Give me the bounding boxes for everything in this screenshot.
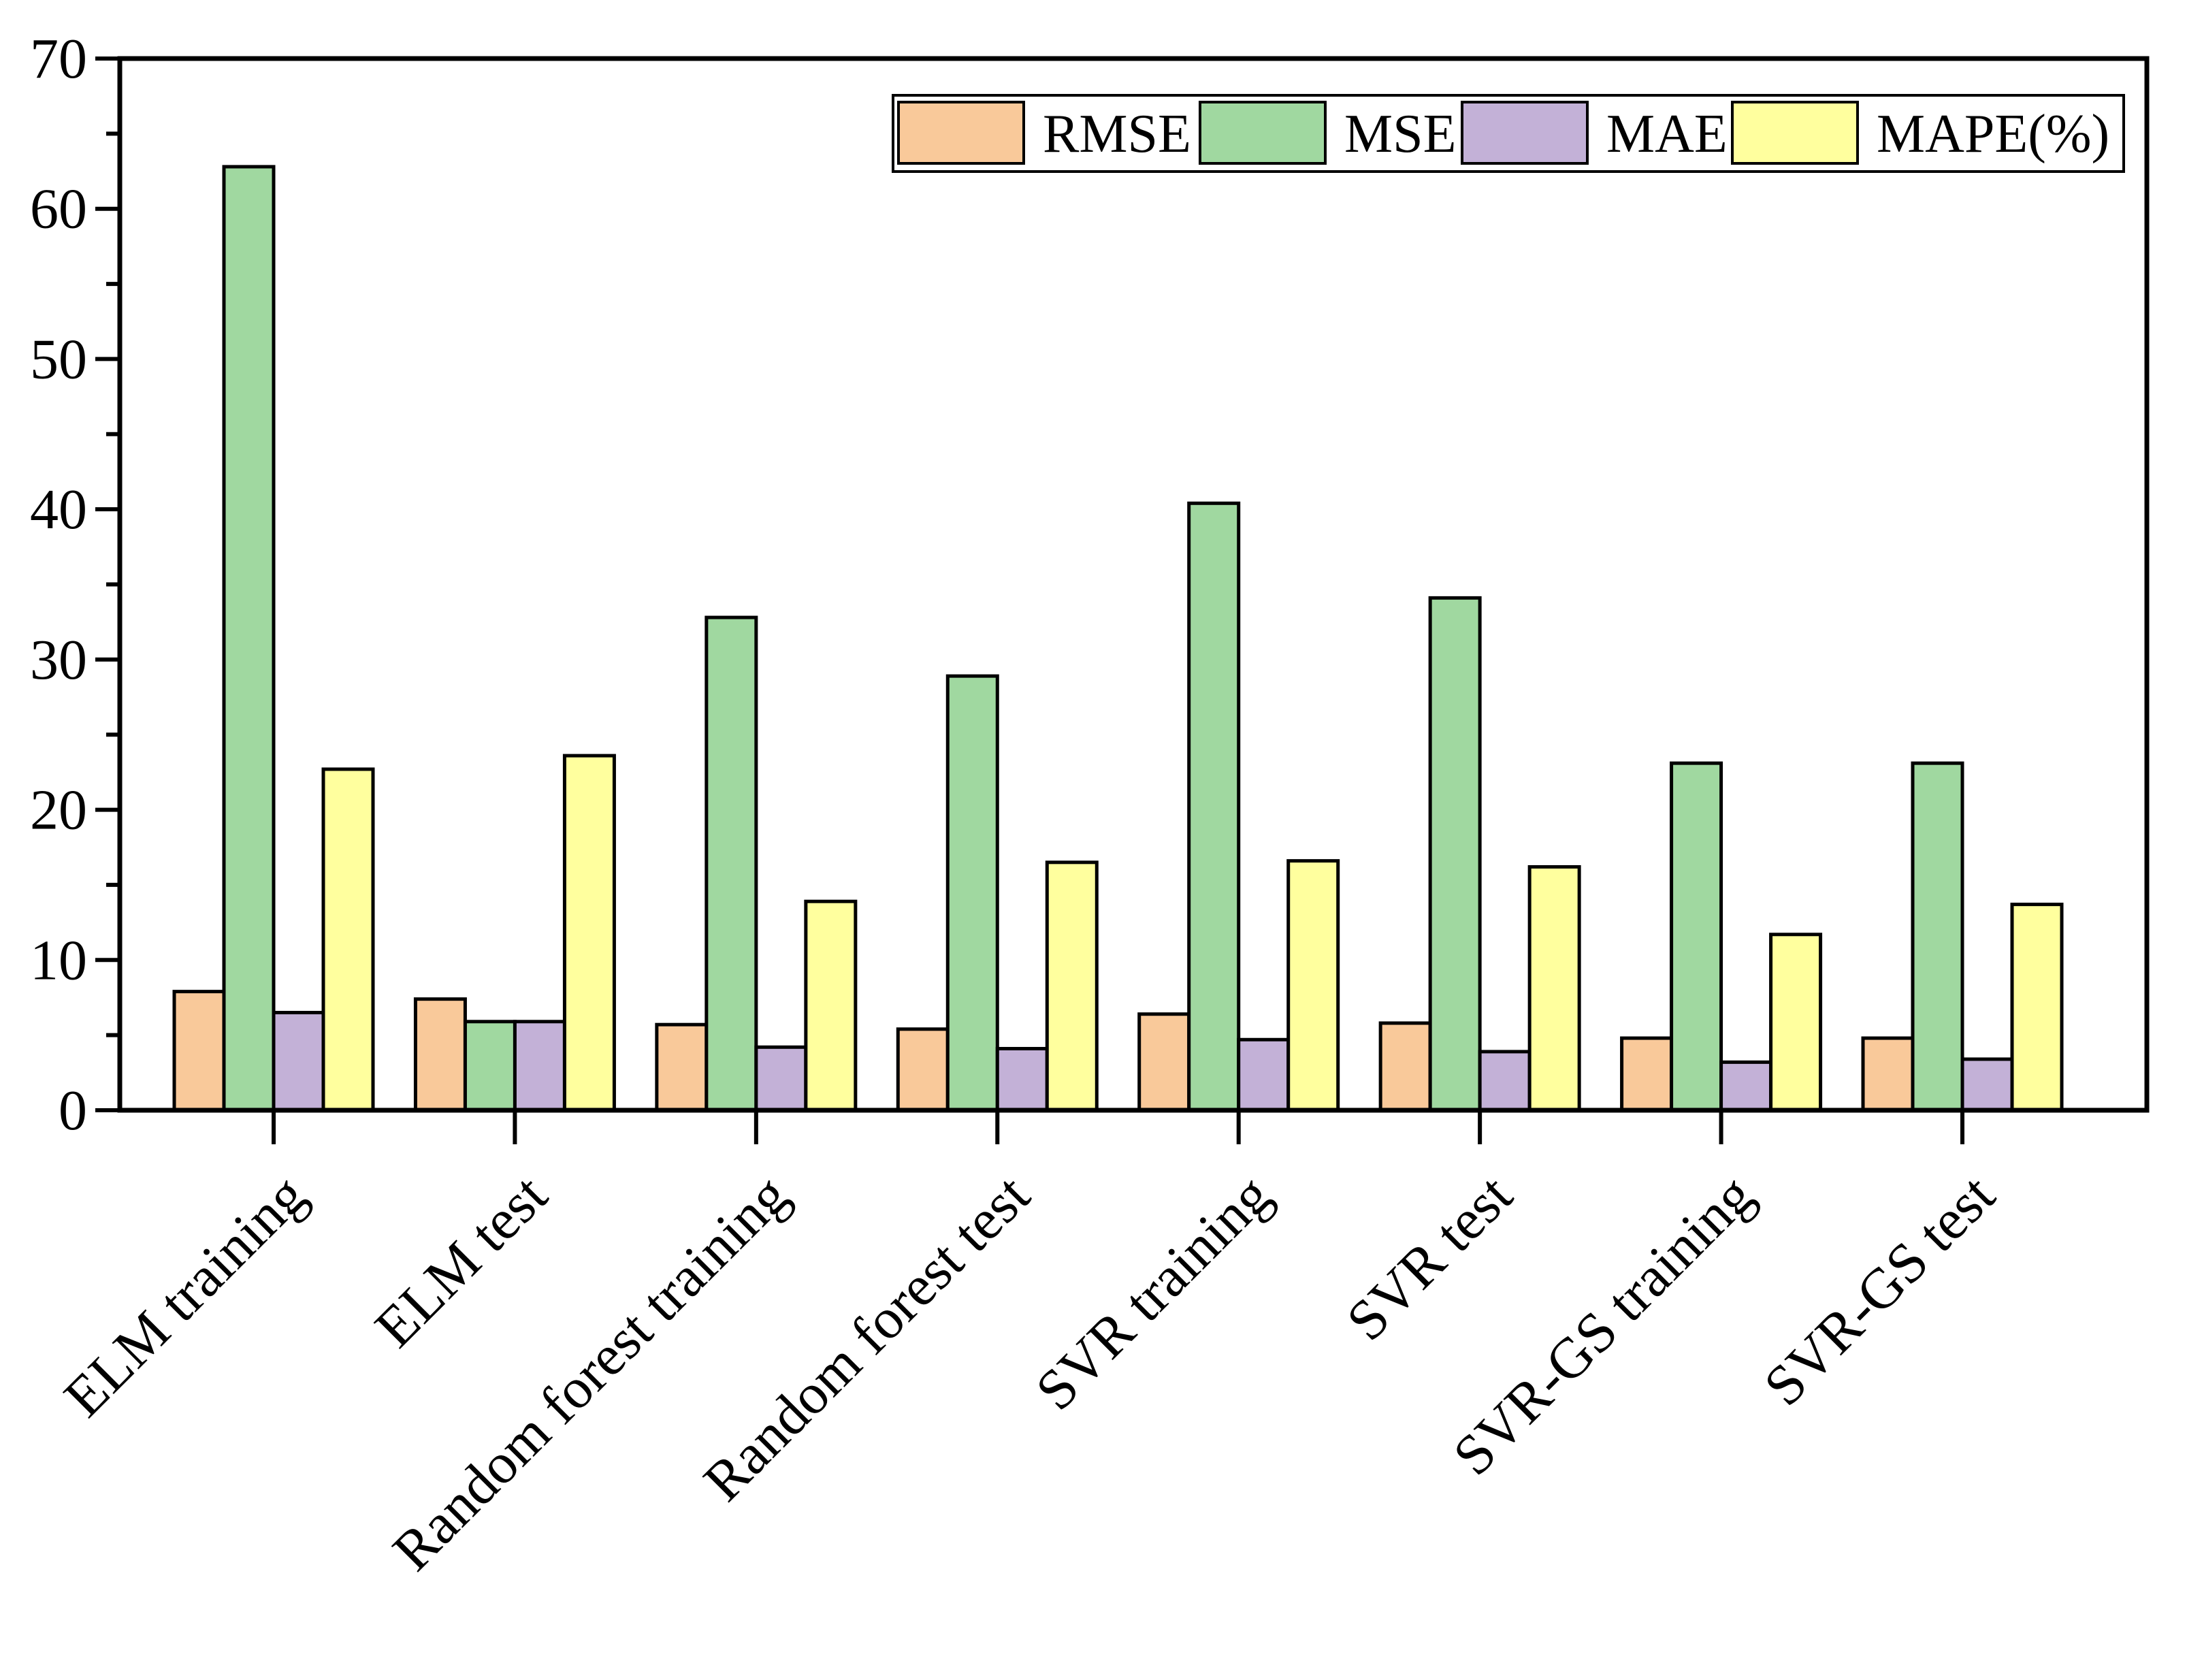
bar-mse-6 bbox=[1670, 761, 1723, 1112]
bar-mse-7 bbox=[1911, 761, 1964, 1112]
bar-mae-4 bbox=[1237, 1037, 1291, 1112]
bar-mape-2 bbox=[804, 899, 858, 1112]
legend-swatch-mse bbox=[1199, 101, 1327, 165]
bar-mape-7 bbox=[2010, 903, 2064, 1112]
bar-rmse-7 bbox=[1861, 1036, 1915, 1112]
legend-label: MSE bbox=[1344, 104, 1457, 164]
bar-mae-7 bbox=[1960, 1057, 2014, 1112]
bar-rmse-1 bbox=[413, 997, 467, 1112]
bar-rmse-2 bbox=[655, 1022, 709, 1112]
bar-mae-2 bbox=[754, 1045, 808, 1112]
y-tick-label: 0 bbox=[59, 1079, 87, 1142]
legend-label: RMSE bbox=[1043, 104, 1191, 164]
x-category-label: SVR training bbox=[1024, 1163, 1283, 1423]
bar-mape-1 bbox=[562, 754, 616, 1112]
x-category-label: SVR-GS test bbox=[1752, 1163, 2007, 1418]
legend-label: MAPE(%) bbox=[1877, 104, 2109, 164]
legend-swatch-rmse bbox=[897, 101, 1025, 165]
y-tick-label: 10 bbox=[30, 928, 87, 992]
bar-rmse-3 bbox=[896, 1027, 950, 1112]
bar-mape-5 bbox=[1527, 865, 1581, 1112]
y-tick-label: 20 bbox=[30, 779, 87, 842]
bar-mape-4 bbox=[1286, 859, 1340, 1112]
y-tick-label: 70 bbox=[30, 27, 87, 91]
bar-mse-4 bbox=[1187, 501, 1241, 1112]
bar-rmse-0 bbox=[172, 990, 226, 1112]
bars-layer bbox=[172, 165, 2064, 1112]
y-tick-label: 60 bbox=[30, 178, 87, 241]
bar-mae-0 bbox=[272, 1011, 325, 1112]
bar-mae-6 bbox=[1719, 1060, 1773, 1112]
bar-mse-0 bbox=[222, 165, 276, 1112]
legend-label: MAE bbox=[1606, 104, 1728, 164]
bar-mae-3 bbox=[995, 1047, 1049, 1112]
bar-mape-6 bbox=[1769, 933, 1823, 1112]
x-category-label: ELM test bbox=[363, 1163, 559, 1359]
bar-mape-0 bbox=[321, 767, 375, 1112]
y-tick-label: 30 bbox=[30, 628, 87, 692]
y-axis-ticks: 0 10 20 30 40 50 60 70 bbox=[30, 27, 120, 1142]
legend-swatch-mae bbox=[1461, 101, 1589, 165]
bar-rmse-5 bbox=[1378, 1021, 1432, 1112]
x-category-label: ELM training bbox=[52, 1163, 319, 1429]
bar-rmse-4 bbox=[1137, 1012, 1191, 1112]
plot-frame bbox=[117, 56, 2150, 1113]
bar-mse-3 bbox=[945, 674, 999, 1112]
y-tick-label: 40 bbox=[30, 478, 87, 541]
legend-swatch-mape bbox=[1731, 101, 1859, 165]
bar-mae-5 bbox=[1478, 1050, 1532, 1112]
bar-mape-3 bbox=[1045, 860, 1099, 1112]
x-category-label: SVR test bbox=[1335, 1163, 1525, 1353]
bar-mse-2 bbox=[704, 615, 758, 1112]
legend: RMSE MSE MAE MAPE(%) bbox=[892, 94, 2125, 173]
bar-mae-1 bbox=[513, 1020, 566, 1112]
y-tick-label: 50 bbox=[30, 327, 87, 391]
bar-rmse-6 bbox=[1620, 1036, 1674, 1112]
x-category-label: Random forest training bbox=[381, 1163, 801, 1583]
bar-mse-1 bbox=[463, 1020, 517, 1112]
bar-mse-5 bbox=[1428, 596, 1482, 1112]
